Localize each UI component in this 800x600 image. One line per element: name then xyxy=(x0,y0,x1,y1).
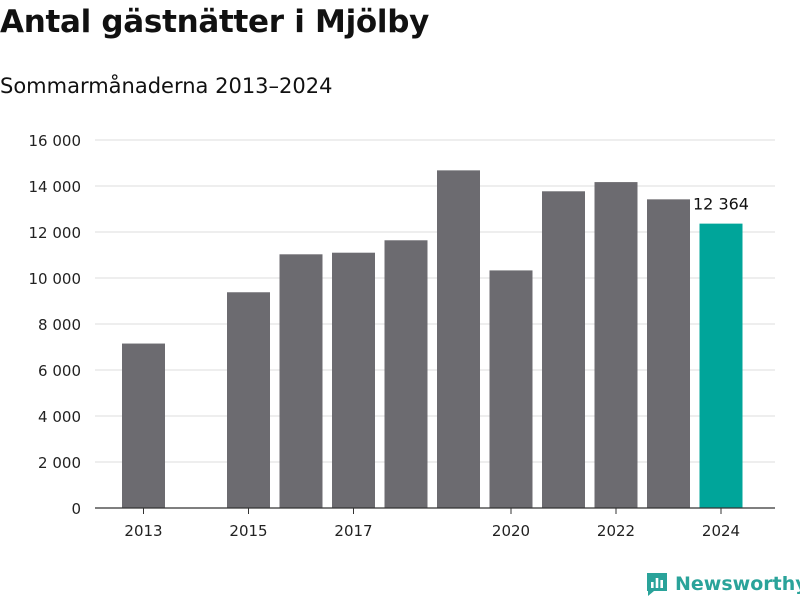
x-tick-label: 2020 xyxy=(492,522,530,540)
bar xyxy=(647,199,690,508)
bar xyxy=(122,343,165,508)
chart-subtitle: Sommarmånaderna 2013–2024 xyxy=(0,74,333,98)
bar xyxy=(227,292,270,508)
x-tick-label: 2017 xyxy=(334,522,372,540)
chart-title: Antal gästnätter i Mjölby xyxy=(0,4,430,40)
y-tick-label: 16 000 xyxy=(29,132,82,150)
y-tick-label: 10 000 xyxy=(29,270,82,288)
bar xyxy=(699,223,743,509)
bar xyxy=(437,170,480,509)
y-tick-label: 4 000 xyxy=(38,408,81,426)
x-tick-label: 2024 xyxy=(702,522,740,540)
y-tick-label: 8 000 xyxy=(38,316,81,334)
bar xyxy=(279,254,323,508)
x-tick-label: 2015 xyxy=(229,522,267,540)
x-tick-label: 2022 xyxy=(597,522,635,540)
bar xyxy=(489,270,533,508)
x-tick-label: 2013 xyxy=(124,522,162,540)
bar xyxy=(594,182,638,508)
bar xyxy=(332,252,375,508)
bar xyxy=(384,240,428,508)
y-tick-label: 0 xyxy=(71,500,81,518)
logo-text: Newsworthy xyxy=(675,573,800,595)
y-tick-label: 6 000 xyxy=(38,362,81,380)
bar-chart-chat-icon xyxy=(647,573,667,596)
data-label: 12 364 xyxy=(693,195,749,214)
y-tick-label: 12 000 xyxy=(29,224,82,242)
newsworthy-logo: Newsworthy xyxy=(645,571,800,597)
bar xyxy=(542,191,585,509)
y-tick-label: 14 000 xyxy=(29,178,82,196)
y-tick-label: 2 000 xyxy=(38,454,81,472)
